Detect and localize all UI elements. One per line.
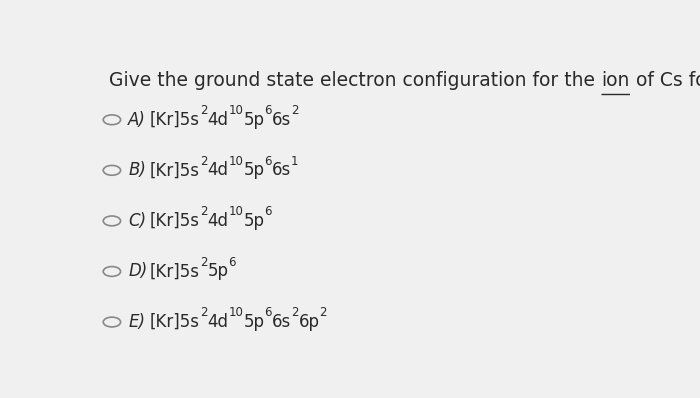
Text: 4d: 4d <box>207 313 228 331</box>
Text: 6: 6 <box>265 104 272 117</box>
Text: 6: 6 <box>228 256 236 269</box>
Text: 2: 2 <box>200 205 207 218</box>
Text: ion: ion <box>601 71 629 90</box>
Text: 5p: 5p <box>244 111 265 129</box>
Text: 2: 2 <box>200 104 207 117</box>
Text: 2: 2 <box>200 155 207 168</box>
Text: 10: 10 <box>228 104 244 117</box>
Text: 4d: 4d <box>207 212 228 230</box>
Text: 2: 2 <box>200 306 207 319</box>
Text: 5p: 5p <box>244 161 265 179</box>
Text: 5p: 5p <box>207 262 228 281</box>
Text: 6: 6 <box>265 155 272 168</box>
Text: [Kr]5s: [Kr]5s <box>150 313 200 331</box>
Text: 6s: 6s <box>272 313 291 331</box>
Text: Give the ground state electron configuration for the: Give the ground state electron configura… <box>109 71 601 90</box>
Text: 6s: 6s <box>272 111 291 129</box>
Text: 6p: 6p <box>298 313 319 331</box>
Text: [Kr]5s: [Kr]5s <box>150 111 200 129</box>
Text: D): D) <box>128 262 148 281</box>
Text: 5p: 5p <box>244 313 265 331</box>
Text: 2: 2 <box>319 306 327 319</box>
Text: [Kr]5s: [Kr]5s <box>150 161 200 179</box>
Text: of Cs forms.: of Cs forms. <box>629 71 700 90</box>
Text: 10: 10 <box>228 205 244 218</box>
Text: E): E) <box>128 313 145 331</box>
Text: A): A) <box>128 111 146 129</box>
Text: 5p: 5p <box>244 212 265 230</box>
Text: 2: 2 <box>200 256 207 269</box>
Text: C): C) <box>128 212 146 230</box>
Text: 2: 2 <box>291 306 298 319</box>
Text: 6: 6 <box>265 306 272 319</box>
Text: 1: 1 <box>291 155 298 168</box>
Text: [Kr]5s: [Kr]5s <box>150 212 200 230</box>
Text: 6: 6 <box>265 205 272 218</box>
Text: 4d: 4d <box>207 161 228 179</box>
Text: 10: 10 <box>228 155 244 168</box>
Text: 4d: 4d <box>207 111 228 129</box>
Text: 2: 2 <box>291 104 298 117</box>
Text: B): B) <box>128 161 146 179</box>
Text: [Kr]5s: [Kr]5s <box>150 262 200 281</box>
Text: 10: 10 <box>228 306 244 319</box>
Text: 6s: 6s <box>272 161 291 179</box>
